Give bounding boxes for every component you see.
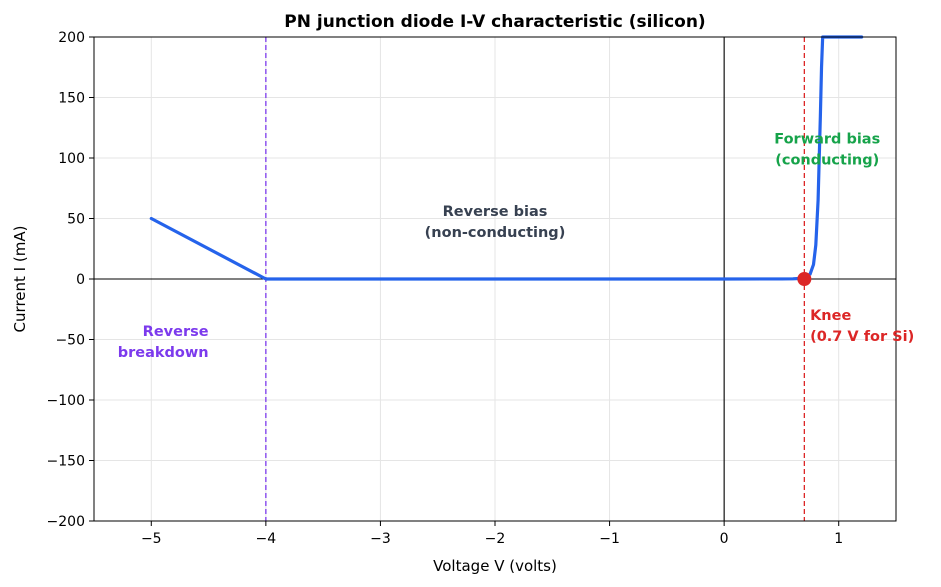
y-tick-label: 200 (58, 30, 85, 46)
annotation-text: breakdown (118, 345, 209, 361)
y-tick-label: −100 (47, 393, 85, 409)
annotation: Knee (0.7 V for Si) (810, 308, 914, 345)
annotations: Reverse bias (non-conducting) Forward bias… (118, 131, 915, 360)
y-tick-label: 150 (58, 91, 85, 107)
series-layer (149, 35, 864, 281)
x-tick-label: −3 (370, 531, 391, 547)
x-tick-label: 1 (834, 531, 843, 547)
x-tick-label: 0 (720, 531, 729, 547)
x-tick-label: −2 (485, 531, 506, 547)
annotation-text: Forward bias (774, 131, 880, 147)
y-tick-label: 0 (76, 272, 85, 288)
y-tick-label: −50 (55, 333, 85, 349)
annotation-text: (conducting) (775, 152, 879, 168)
x-tick-label: −4 (256, 531, 277, 547)
y-tick-label: −150 (47, 454, 85, 470)
ticks: −5 −4 −3 −2 −1 0 1 −200 −150 −100 −50 0 50 100 150 200 (47, 30, 844, 547)
chart-title: PN junction diode I-V characteristic (si… (284, 12, 705, 32)
annotation-text: (non-conducting) (425, 225, 566, 241)
annotation-text: Reverse bias (443, 204, 548, 220)
annotation-text: Reverse (143, 324, 209, 340)
annotation: Reverse breakdown (118, 324, 209, 361)
y-tick-label: 100 (58, 151, 85, 167)
annotation: Forward bias (conducting) (774, 131, 880, 168)
annotation-text: (0.7 V for Si) (810, 329, 914, 345)
y-tick-label: 50 (67, 212, 85, 228)
y-axis-label: Current I (mA) (11, 226, 29, 333)
y-tick-label: −200 (47, 514, 85, 530)
x-tick-label: −1 (599, 531, 620, 547)
annotation-text: Knee (810, 308, 851, 324)
marker-layer (797, 272, 812, 286)
annotation: Reverse bias (non-conducting) (425, 204, 566, 241)
x-axis-label: Voltage V (volts) (433, 557, 557, 575)
x-tick-label: −5 (141, 531, 162, 547)
series-line (149, 35, 864, 281)
knee-point-marker (797, 272, 812, 286)
